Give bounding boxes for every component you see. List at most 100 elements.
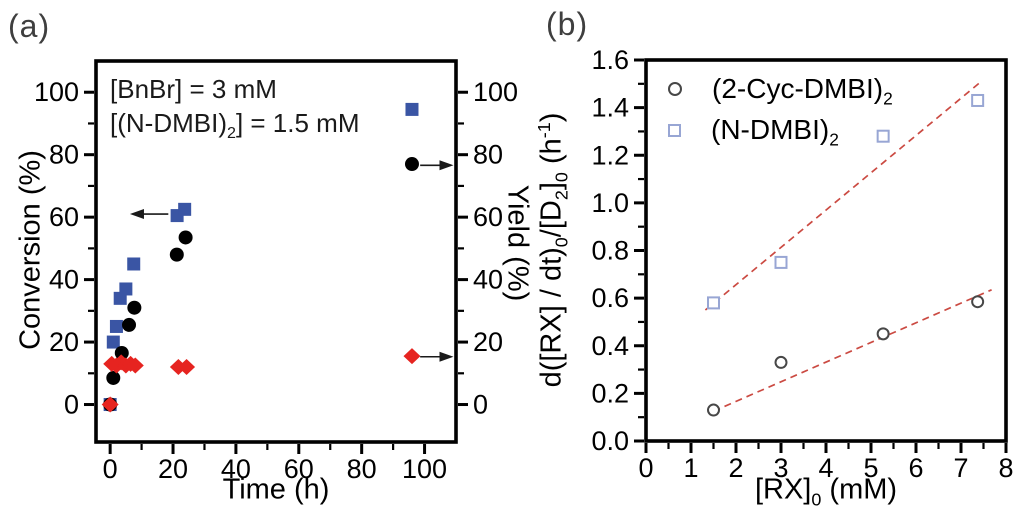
- data-point: [122, 355, 140, 372]
- data-point: [117, 357, 135, 374]
- series-conversion-blue-squares: [103, 102, 419, 412]
- data-point: [169, 247, 184, 262]
- annotation-line-bnbr: [BnBr] = 3 mM: [110, 74, 277, 104]
- panel-b-ticks: [634, 58, 1008, 453]
- open-circle-legend-icon: [668, 82, 682, 96]
- fit-n-dmbi-dashed-fit-line: [704, 80, 982, 311]
- x-tick-label: 3: [773, 453, 788, 483]
- data-point: [170, 209, 184, 223]
- panel-b-plot-frame: [644, 58, 1008, 443]
- y-tick-label: 1.2: [591, 140, 629, 170]
- data-point: [774, 355, 788, 369]
- y-tick-label: 80: [49, 140, 79, 170]
- y-tick-label: 60: [49, 202, 79, 232]
- axis-reference-arrow: [129, 209, 169, 220]
- series-n-dmbi-open-squares: [707, 93, 985, 310]
- panel-a-letter: (a): [8, 8, 51, 44]
- series-2-cyc-dmbi-open-circles: [707, 295, 985, 417]
- data-point: [707, 403, 720, 417]
- panel-b-letter: (b): [546, 6, 589, 42]
- data-point: [103, 398, 117, 412]
- right-y-tick-label: 80: [473, 140, 503, 170]
- right-y-tick-label: 40: [473, 265, 503, 295]
- fit-2-cyc-dmbi-dashed-fit-line: [713, 289, 992, 413]
- x-tick-label: 5: [863, 453, 878, 483]
- y-tick-label: 0.2: [591, 378, 629, 408]
- data-point: [107, 357, 125, 374]
- data-point: [971, 295, 985, 309]
- right-y-tick-label: 20: [473, 327, 503, 357]
- data-point: [774, 255, 788, 269]
- open-square-legend-icon: [668, 123, 681, 137]
- x-tick-label: 4: [818, 453, 833, 483]
- panel-b-x-axis-title: [RX]0 (mM): [754, 473, 898, 510]
- data-point: [114, 345, 129, 360]
- panel-a-tick-labels: 0 20 40 60 80 100 0 0 20 20 40 40 60 60 80 80 100 100: [34, 77, 518, 484]
- x-tick-label: 80: [347, 454, 377, 484]
- data-point: [103, 355, 121, 372]
- data-point: [101, 396, 119, 413]
- data-point: [127, 300, 142, 315]
- data-point: [707, 296, 720, 310]
- data-point: [106, 335, 120, 349]
- x-tick-label: 60: [284, 454, 314, 484]
- series-byproduct-red-diamonds: [101, 348, 421, 413]
- x-tick-label: 100: [402, 454, 447, 484]
- panel-b-y-axis-title: d([RX] / dt)0/[D2]0 (h-1): [533, 112, 572, 388]
- right-y-tick-label: 60: [473, 202, 503, 232]
- data-point: [971, 93, 985, 107]
- panel-a-ticks: [84, 90, 468, 454]
- panel-a-right-y-axis-title: Yield (%): [501, 184, 534, 302]
- x-tick-label: 7: [953, 453, 968, 483]
- y-tick-label: 0.4: [591, 331, 629, 361]
- data-point: [126, 357, 144, 374]
- y-tick-label: 1.4: [591, 93, 629, 123]
- axis-reference-arrow: [420, 160, 454, 171]
- data-point: [403, 348, 421, 365]
- x-tick-label: 0: [638, 453, 653, 483]
- legend-item-n-dmbi: (N-DMBI)2: [668, 114, 839, 150]
- data-point: [119, 282, 133, 296]
- data-point: [405, 102, 419, 116]
- panel-a-x-axis-title: Time (h): [222, 473, 330, 506]
- panel-a-plot-frame: [94, 59, 458, 444]
- y-tick-label: 1.6: [591, 45, 629, 75]
- x-tick-label: 2: [728, 453, 743, 483]
- panel-a-left-y-axis-title: Conversion (%): [14, 150, 47, 350]
- data-point: [122, 317, 137, 332]
- axis-reference-arrow: [420, 351, 454, 362]
- series-yield-black-circles: [103, 157, 419, 412]
- data-point: [127, 257, 141, 271]
- panel-b: 0 1 2 3 4 5 6 7 8 0.0 0.2 0.4 0.6 0.8 1.0 1.2 1.4 1.6: [591, 45, 1013, 483]
- x-tick-label: 6: [908, 453, 923, 483]
- y-tick-label: 100: [34, 77, 79, 107]
- data-point: [404, 157, 419, 172]
- x-tick-label: 40: [221, 454, 251, 484]
- right-y-tick-label: 0: [473, 390, 488, 420]
- data-point: [178, 359, 196, 376]
- x-tick-label: 1: [683, 453, 698, 483]
- panel-a-conditions-annotation: [BnBr] = 3 mM [(N-DMBI)2] = 1.5 mM: [110, 72, 360, 143]
- legend-label-n-dmbi: (N-DMBI)2: [711, 114, 839, 150]
- data-point: [178, 230, 193, 245]
- x-tick-label: 8: [998, 453, 1013, 483]
- annotation-line-ndmbi: [(N-DMBI)2] = 1.5 mM: [110, 108, 360, 143]
- panel-b-tick-labels: 0 1 2 3 4 5 6 7 8 0.0 0.2 0.4 0.6 0.8 1.0 1.2 1.4 1.6: [591, 45, 1013, 483]
- legend-label-2-cyc-dmbi: (2-Cyc-DMBI)2: [712, 73, 893, 109]
- y-tick-label: 0: [64, 390, 79, 420]
- data-point: [106, 370, 121, 385]
- y-tick-label: 0.0: [591, 426, 629, 456]
- data-point: [103, 397, 118, 412]
- y-tick-label: 20: [49, 327, 79, 357]
- x-tick-label: 20: [158, 454, 188, 484]
- data-point: [876, 327, 890, 341]
- legend-item-2-cyc-dmbi: (2-Cyc-DMBI)2: [668, 73, 893, 109]
- panel-a: 0 20 40 60 80 100 0 0 20 20 40 40 60 60 80 80 100 100: [34, 59, 518, 484]
- data-point: [113, 291, 127, 305]
- data-point: [876, 129, 890, 143]
- y-tick-label: 0.6: [591, 283, 629, 313]
- right-y-tick-label: 100: [473, 77, 518, 107]
- data-point: [109, 319, 123, 333]
